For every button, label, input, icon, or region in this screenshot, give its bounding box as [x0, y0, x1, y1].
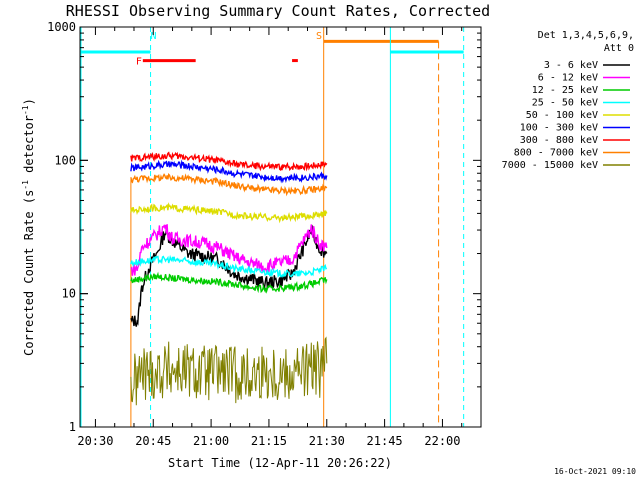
chart-title: RHESSI Observing Summary Count Rates, Co…	[66, 2, 490, 20]
series-800-7000-kev	[130, 173, 328, 197]
legend-label: 50 - 100 keV	[526, 110, 598, 121]
legend-label: 800 - 7000 keV	[514, 148, 598, 159]
timestamp: 16-Oct-2021 09:10	[554, 467, 636, 476]
legend-label: 300 - 800 keV	[520, 135, 598, 146]
plot-frame	[79, 26, 482, 428]
annotation-f: F	[136, 57, 142, 68]
legend-label: 7000 - 15000 keV	[502, 160, 598, 171]
x-tick-label: 21:15	[251, 434, 287, 448]
observing-state-bars: N F S	[80, 27, 465, 427]
series-12-25-kev	[130, 271, 328, 294]
annotation-s: S	[316, 31, 322, 42]
legend-label: 12 - 25 keV	[532, 85, 598, 96]
series-7000-15000-kev	[130, 336, 328, 406]
series-100-300-kev	[130, 159, 328, 184]
x-axis: 20:30 20:45 21:00 21:15 21:30 21:45 22:00	[77, 27, 482, 448]
series-6-12-kev	[130, 224, 328, 276]
annotation-n: N	[151, 31, 157, 42]
y-tick-label: 10	[62, 287, 76, 301]
x-tick-label: 21:30	[309, 434, 345, 448]
y-tick-label: 100	[54, 153, 76, 167]
x-tick-label: 22:00	[424, 434, 460, 448]
x-tick-label: 21:45	[367, 434, 403, 448]
series-50-100-kev	[130, 202, 328, 224]
series-layer	[130, 151, 328, 406]
x-tick-label: 20:30	[77, 434, 113, 448]
y-tick-label: 1000	[47, 20, 76, 34]
legend-label: 25 - 50 keV	[532, 98, 598, 109]
legend-label: 6 - 12 keV	[538, 73, 598, 84]
y-axis: 1 10 100 1000	[47, 20, 481, 434]
legend-header-line2: Att 0	[604, 43, 634, 54]
series-300-800-kev	[130, 151, 328, 172]
legend-header-line1: Det 1,3,4,5,6,9,	[538, 30, 634, 41]
series-25-50-kev	[130, 254, 328, 279]
y-tick-label: 1	[69, 420, 76, 434]
legend-label: 3 - 6 keV	[544, 60, 598, 71]
x-axis-label: Start Time (12-Apr-11 20:26:22)	[168, 456, 392, 470]
y-axis-label: Corrected Count Rate (s-1 detector-1)	[21, 98, 36, 356]
legend-label: 100 - 300 keV	[520, 123, 598, 134]
x-tick-label: 21:00	[193, 434, 229, 448]
x-tick-label: 20:45	[135, 434, 171, 448]
